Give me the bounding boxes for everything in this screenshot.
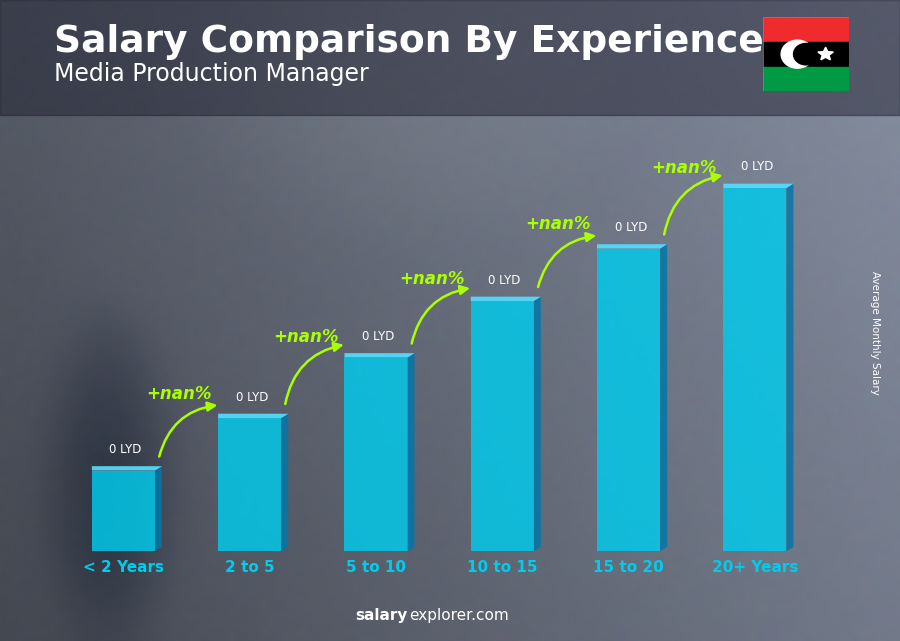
Bar	[345, 358, 408, 551]
Bar	[218, 418, 282, 551]
Polygon shape	[661, 244, 667, 551]
Text: 0 LYD: 0 LYD	[615, 221, 647, 234]
Bar	[471, 301, 534, 551]
Polygon shape	[818, 47, 833, 60]
Polygon shape	[345, 353, 415, 358]
Polygon shape	[781, 40, 814, 68]
Text: +nan%: +nan%	[147, 385, 212, 403]
Bar	[763, 67, 849, 91]
Polygon shape	[787, 184, 794, 551]
Text: 0 LYD: 0 LYD	[741, 160, 773, 174]
Text: +nan%: +nan%	[399, 270, 464, 288]
Text: +nan%: +nan%	[273, 328, 338, 346]
Polygon shape	[92, 466, 162, 470]
Bar	[92, 470, 155, 551]
Text: 0 LYD: 0 LYD	[488, 274, 520, 287]
Bar	[763, 42, 849, 67]
Text: Average Monthly Salary: Average Monthly Salary	[869, 271, 880, 395]
Polygon shape	[471, 297, 541, 301]
Polygon shape	[408, 353, 415, 551]
Text: +nan%: +nan%	[526, 215, 591, 233]
Polygon shape	[794, 44, 818, 65]
Polygon shape	[724, 184, 794, 188]
Text: 0 LYD: 0 LYD	[110, 443, 141, 456]
Polygon shape	[534, 297, 541, 551]
Polygon shape	[155, 466, 162, 551]
Text: salary: salary	[356, 608, 408, 623]
Text: explorer.com: explorer.com	[410, 608, 509, 623]
Text: Media Production Manager: Media Production Manager	[54, 62, 369, 86]
Text: 0 LYD: 0 LYD	[362, 330, 394, 343]
Polygon shape	[282, 413, 288, 551]
Polygon shape	[597, 244, 667, 249]
Text: 0 LYD: 0 LYD	[236, 390, 268, 404]
Bar	[724, 188, 787, 551]
Bar	[0, 0, 900, 115]
Text: +nan%: +nan%	[652, 159, 717, 177]
Polygon shape	[218, 413, 288, 418]
Text: Salary Comparison By Experience: Salary Comparison By Experience	[54, 24, 764, 60]
Bar	[597, 249, 661, 551]
Bar	[763, 17, 849, 42]
